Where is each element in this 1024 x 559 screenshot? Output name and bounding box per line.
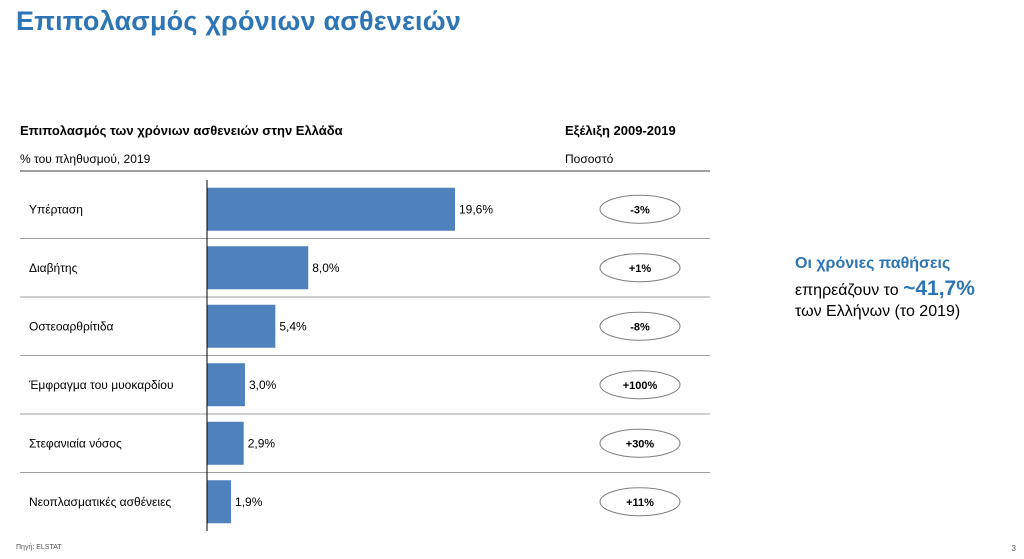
change-value: +30%: [626, 438, 655, 450]
change-value: +1%: [629, 263, 652, 275]
value-label: 3,0%: [249, 378, 277, 392]
bar: [207, 421, 244, 465]
bar: [207, 304, 276, 348]
source-note: Πηγή: ELSTAT: [16, 544, 62, 551]
chart-title: Επιπολασμός των χρόνιων ασθενειών στην Ε…: [20, 123, 343, 138]
change-pill: [599, 487, 681, 517]
change-pill: [599, 311, 681, 341]
callout-title: Οι χρόνιες παθήσεις: [795, 255, 951, 272]
change-value: -3%: [630, 204, 650, 216]
callout-box: Οι χρόνιες παθήσεις επηρεάζουν το ~41,7%…: [795, 254, 1020, 323]
trend-subtitle: Ποσοστό: [565, 152, 614, 166]
change-pill: [599, 370, 681, 400]
page-number: 3: [1011, 544, 1016, 553]
category-label: Νεοπλασματικές ασθένειες: [29, 495, 171, 509]
category-label: Στεφανιαία νόσος: [29, 436, 122, 450]
chart-subtitle: % του πληθυσμού, 2019: [20, 152, 151, 166]
value-label: 2,9%: [248, 436, 276, 450]
value-label: 5,4%: [279, 319, 307, 333]
slide-title: Επιπολασμός χρόνιων ασθενειών: [16, 6, 461, 36]
change-value: +11%: [626, 497, 654, 509]
category-label: Οστεοαρθρίτιδα: [29, 319, 114, 333]
callout-highlight: ~41,7%: [903, 276, 975, 300]
callout-line-suffix: των Ελλήνων (το 2019): [795, 303, 961, 321]
value-label: 19,6%: [459, 202, 493, 216]
category-label: Διαβήτης: [29, 261, 78, 275]
bar: [207, 480, 232, 524]
category-label: Υπέρταση: [29, 202, 83, 216]
value-label: 8,0%: [312, 261, 340, 275]
bar: [207, 246, 309, 290]
trend-title: Εξέλιξη 2009-2019: [565, 123, 676, 138]
change-value: -8%: [630, 321, 650, 333]
change-pill: [599, 428, 681, 458]
change-pill: [599, 253, 681, 283]
change-pill: [599, 194, 681, 224]
bar: [207, 187, 455, 231]
callout-line-prefix: επηρεάζουν το: [795, 281, 904, 299]
category-label: Έμφραγμα του μυοκαρδίου: [28, 378, 174, 392]
value-label: 1,9%: [235, 495, 263, 509]
change-value: +100%: [623, 380, 658, 392]
bar: [207, 363, 245, 407]
